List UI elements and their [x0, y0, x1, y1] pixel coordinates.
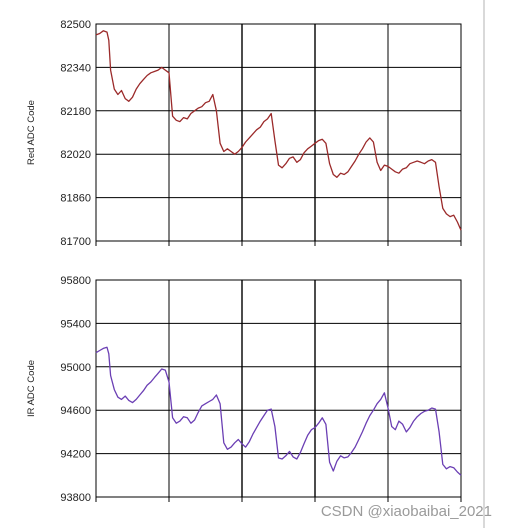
- ir-adc-chart: 95800 95400 95000 94600 94200 93800 IR ADC Cod…: [26, 275, 462, 504]
- watermark: CSDN @xiaobaibai_2021: [320, 503, 492, 520]
- y-tick-label: 81860: [60, 193, 91, 205]
- plot-area: [96, 24, 461, 241]
- series-line: [95, 30, 462, 231]
- y-tick-label: 82020: [60, 149, 91, 161]
- y-tick-label: 94200: [60, 449, 91, 461]
- y-tick-label: 82500: [60, 19, 91, 31]
- y-axis-label: Red ADC Code: [26, 100, 37, 165]
- y-tick-label: 81700: [60, 236, 91, 248]
- window-border: [483, 0, 485, 528]
- y-tick-label: 95000: [60, 362, 91, 374]
- y-axis-label: IR ADC Code: [26, 360, 37, 417]
- series-line: [95, 346, 462, 476]
- y-tick-label: 93800: [60, 492, 91, 504]
- y-tick-label: 95800: [60, 275, 91, 287]
- red-adc-chart: 82500 82340 82180 82020 81860 81700 Red ADC Co…: [26, 19, 462, 248]
- plot-area: [96, 280, 461, 497]
- y-tick-label: 82340: [60, 62, 91, 74]
- y-tick-label: 82180: [60, 106, 91, 118]
- y-tick-label: 95400: [60, 318, 91, 330]
- y-tick-label: 94600: [60, 405, 91, 417]
- plot-border: [95, 23, 462, 242]
- plot-border: [95, 279, 462, 498]
